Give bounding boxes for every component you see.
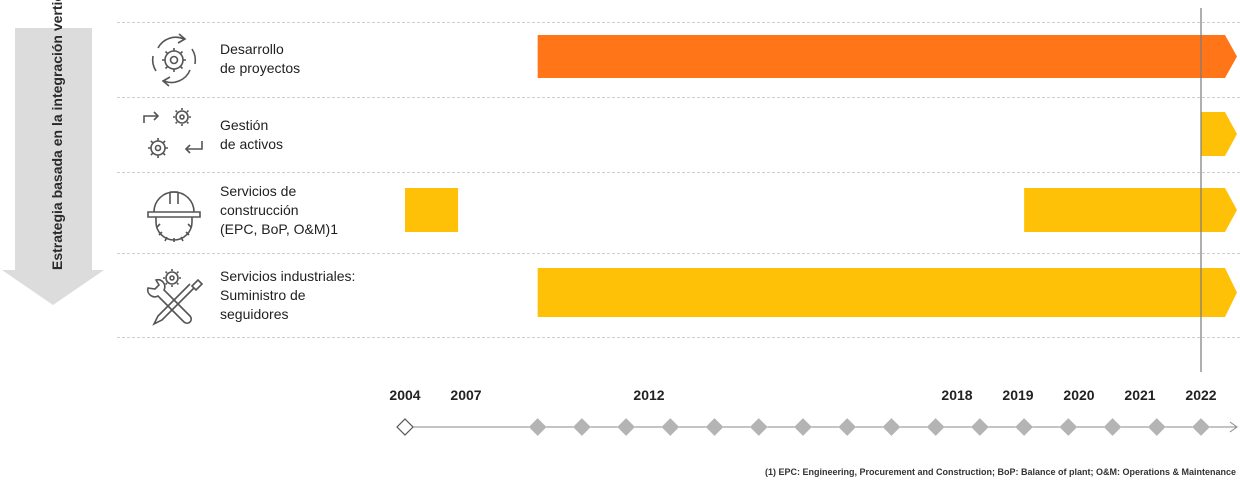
gear-cycle-icon (151, 33, 197, 87)
label-line: Suministro de (220, 287, 306, 303)
timeline-diamond (1059, 418, 1078, 436)
timeline-diamond (838, 418, 857, 436)
bar-gestion (1201, 112, 1237, 156)
label-line: seguidores (220, 306, 289, 322)
year-label: 2004 (389, 387, 421, 403)
year-label: 2019 (1002, 387, 1034, 403)
timeline-diamond (705, 418, 724, 436)
vertical-integration-label: Estrategia basada en la integración vert… (49, 0, 65, 270)
hard-hat-gear-icon (147, 191, 201, 242)
year-label: 2021 (1124, 387, 1156, 403)
bar-construccion (405, 188, 459, 232)
gears-arrows-icon (143, 108, 203, 158)
label-line: Servicios de (220, 183, 297, 199)
label-line: Desarrollo (220, 41, 284, 57)
label-line: Gestión (220, 117, 269, 133)
year-label: 2012 (633, 387, 665, 403)
timeline-diamond (749, 418, 768, 436)
year-label: 2007 (450, 387, 482, 403)
bar-desarrollo (537, 35, 1237, 78)
timeline-diamond (1015, 418, 1033, 436)
label-line: de activos (220, 136, 284, 152)
timeline-diamond (1192, 418, 1210, 436)
row-divider (117, 172, 1240, 173)
row-label-gestion: Gestión de activos (220, 116, 283, 154)
row-label-industriales: Servicios industriales: Suministro de se… (220, 267, 355, 324)
row-divider (117, 22, 1240, 23)
row-divider (117, 97, 1240, 98)
vertical-integration-arrow (2, 28, 104, 305)
bar-construccion (1024, 188, 1237, 232)
label-line: (EPC, BoP, O&M)1 (220, 221, 339, 237)
timeline-diamond (661, 418, 680, 436)
timeline-diamond (794, 418, 812, 436)
timeline-diamond (971, 418, 989, 436)
row-divider (117, 337, 1240, 338)
timeline-diamond (528, 418, 547, 436)
bar-industriales (537, 268, 1237, 317)
timeline-diamond (926, 418, 945, 436)
timeline-diamond (396, 418, 414, 436)
year-label: 2020 (1063, 387, 1095, 403)
year-label: 2018 (941, 387, 973, 403)
timeline-diamond (573, 418, 591, 436)
row-divider (117, 253, 1240, 254)
label-line: Servicios industriales: (220, 268, 356, 284)
timeline-diamond (1147, 418, 1166, 436)
timeline-diamond (882, 418, 901, 436)
footnote: (1) EPC: Engineering, Procurement and Co… (764, 467, 1236, 477)
row-label-desarrollo: Desarrollo de proyectos (220, 40, 300, 78)
label-line: construcción (220, 202, 299, 218)
year-label: 2022 (1185, 387, 1217, 403)
timeline-diamond (617, 418, 635, 436)
timeline-diamond (1103, 418, 1122, 436)
row-label-construccion: Servicios de construcción (EPC, BoP, O&M… (220, 182, 338, 239)
label-line: de proyectos (220, 60, 301, 76)
timeline-arrowhead (1229, 421, 1238, 433)
tools-gear-icon (146, 269, 204, 326)
